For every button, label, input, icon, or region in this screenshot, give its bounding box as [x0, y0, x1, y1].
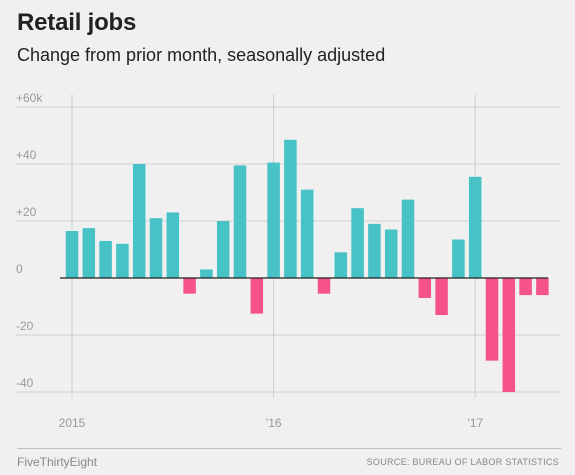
- bar: [116, 243, 129, 278]
- y-tick-label: -20: [16, 319, 34, 333]
- bar: [65, 230, 79, 278]
- footer-brand: FiveThirtyEight: [17, 455, 98, 469]
- x-tick-label: ’16: [266, 416, 282, 430]
- bar: [317, 278, 331, 294]
- bar: [183, 278, 196, 294]
- chart-title: Retail jobs: [17, 9, 137, 36]
- footer-source: SOURCE: BUREAU OF LABOR STATISTICS: [366, 457, 559, 467]
- x-tick-label: ’17: [467, 416, 483, 430]
- bar: [384, 229, 398, 278]
- bar: [250, 278, 264, 314]
- bar: [368, 223, 381, 278]
- bar: [200, 269, 213, 278]
- bar-chart: +60k +40 +20 0 -20 -40 2015 ’16 ’17: [16, 91, 560, 430]
- bars: [65, 139, 549, 392]
- bar: [216, 221, 230, 278]
- y-tick-label: +40: [16, 148, 37, 162]
- x-tick-label: 2015: [59, 416, 86, 430]
- bar: [233, 165, 247, 278]
- bar: [401, 199, 415, 278]
- bar: [468, 176, 482, 278]
- y-tick-label: -40: [16, 376, 34, 390]
- bar: [452, 239, 465, 278]
- y-tick-label: 0: [16, 262, 23, 276]
- y-tick-label: +20: [16, 205, 37, 219]
- bar: [149, 218, 163, 278]
- bar: [502, 278, 516, 392]
- bar: [485, 278, 499, 361]
- bar: [166, 212, 180, 278]
- bar: [536, 278, 549, 296]
- chart-subtitle: Change from prior month, seasonally adju…: [17, 45, 386, 65]
- bar: [284, 139, 297, 278]
- y-tick-label: +60k: [16, 91, 43, 105]
- tick-labels: +60k +40 +20 0 -20 -40 2015 ’16 ’17: [16, 91, 484, 430]
- bar: [82, 228, 96, 278]
- bar: [418, 278, 432, 298]
- bar: [334, 252, 348, 278]
- footer-divider: [17, 448, 561, 449]
- bar: [435, 278, 448, 316]
- bar: [351, 208, 364, 278]
- bar: [267, 162, 280, 278]
- bar: [132, 164, 146, 278]
- bar: [99, 240, 112, 278]
- bar: [519, 278, 532, 296]
- bar: [300, 189, 314, 278]
